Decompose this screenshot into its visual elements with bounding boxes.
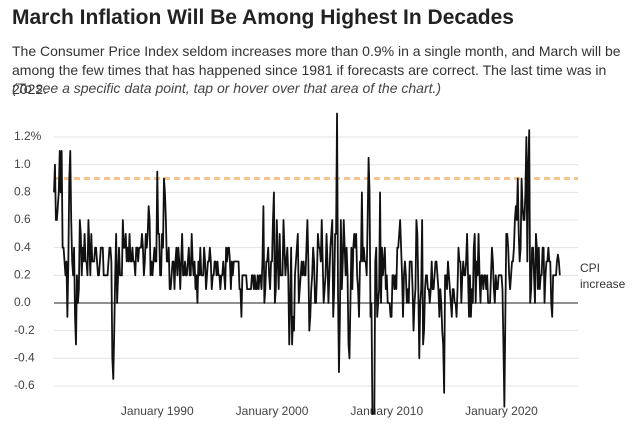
y-tick-label: -0.6 [14, 378, 35, 392]
chart-subtitle: The Consumer Price Index seldom increase… [12, 43, 621, 97]
y-tick-label: 0.6 [14, 212, 31, 226]
x-tick-label: January 1990 [121, 404, 194, 418]
y-tick-label: 0.4 [14, 240, 31, 254]
data-line [53, 112, 561, 415]
y-tick-label: -0.2 [14, 323, 35, 337]
chart-title: March Inflation Will Be Among Highest In… [12, 6, 514, 29]
x-tick-label: January 2010 [350, 404, 423, 418]
y-tick-label: 1.0 [14, 157, 31, 171]
y-tick-label: 0.2 [14, 267, 31, 281]
series-label: CPI increase [580, 261, 626, 291]
y-tick-label: -0.4 [14, 350, 35, 364]
y-tick-label: 0.0 [14, 295, 31, 309]
chart-note: (To see a specific data point, tap or ho… [12, 80, 442, 96]
y-tick-label: 0.8 [14, 185, 31, 199]
x-tick-label: January 2000 [236, 404, 309, 418]
y-tick-label: 1.2% [14, 129, 42, 143]
x-tick-label: January 2020 [465, 404, 538, 418]
